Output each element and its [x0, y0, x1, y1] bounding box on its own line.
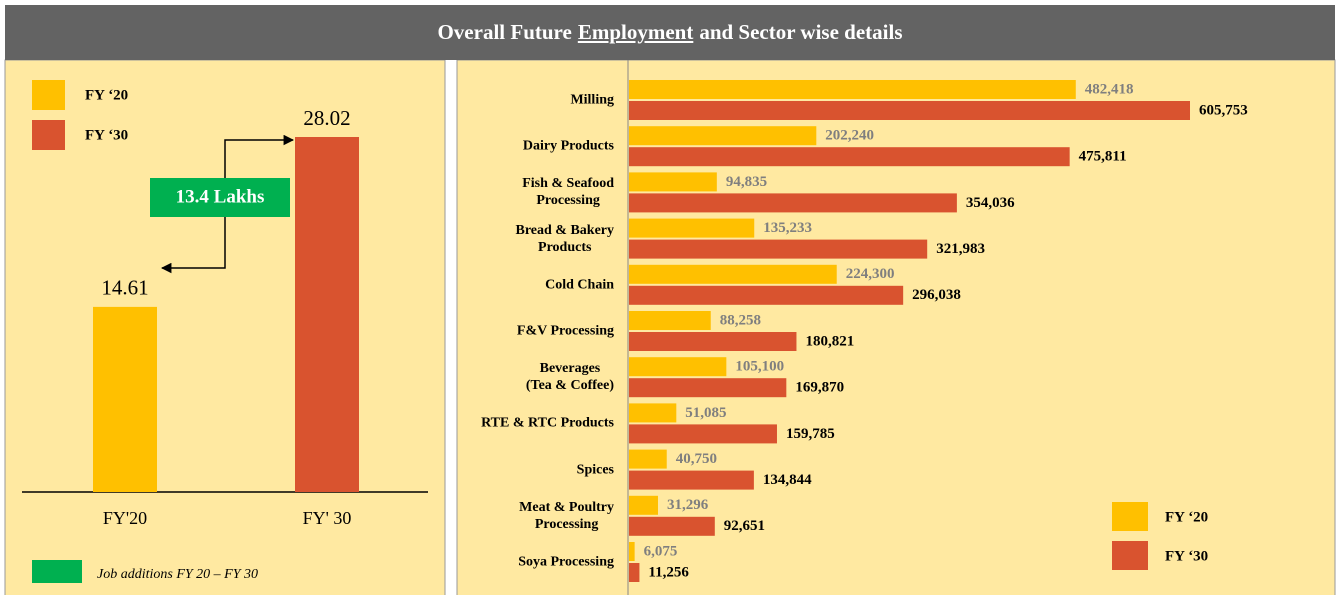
bar	[629, 126, 817, 146]
title-part: and Sector wise details	[699, 20, 903, 44]
value-label: 51,085	[685, 405, 726, 421]
value-label: 134,844	[763, 472, 812, 488]
y-tick-label: Spices	[576, 462, 614, 478]
annotation-swatch	[32, 560, 82, 583]
value-label: 14.61	[101, 276, 148, 300]
value-label: 92,651	[724, 518, 765, 534]
bar	[629, 449, 667, 469]
y-tick-label: Cold Chain	[545, 277, 614, 293]
value-label: 28.02	[303, 106, 350, 130]
legend-label: FY ‘30	[1165, 548, 1208, 564]
value-label: 296,038	[912, 287, 961, 303]
y-tick-label: Beverages (Tea & Coffee)	[525, 361, 614, 394]
annotation-legend: Job additions FY 20 – FY 30	[97, 567, 258, 582]
title-part: Employment	[577, 20, 694, 44]
bar	[629, 172, 717, 192]
bar	[629, 495, 658, 515]
value-label: 224,300	[846, 266, 895, 282]
value-label: 6,075	[644, 543, 678, 559]
bar	[629, 378, 787, 398]
y-tick-label: RTE & RTC Products	[481, 415, 614, 431]
value-label: 105,100	[735, 359, 784, 375]
annotation-box	[150, 178, 290, 217]
x-tick-label: FY' 30	[303, 508, 352, 528]
title: Overall Future Employment and Sector wise …	[5, 5, 1335, 60]
value-label: 475,811	[1079, 149, 1127, 165]
value-label: 40,750	[676, 451, 717, 467]
value-label: 482,418	[1085, 81, 1134, 97]
value-label: 354,036	[966, 195, 1015, 211]
bar	[629, 311, 711, 330]
y-tick-label: Fish & Seafood Processing	[522, 176, 614, 209]
bar	[629, 80, 1076, 99]
value-label: 11,256	[648, 564, 689, 580]
x-tick-label: FY'20	[103, 508, 147, 528]
bar	[629, 403, 677, 423]
y-tick-label: Bread & Bakery Products	[515, 222, 614, 255]
y-tick-label: Soya Processing	[518, 554, 614, 570]
value-label: 31,296	[667, 497, 709, 513]
y-tick-label: Meat & Poultry Processing	[519, 499, 614, 532]
bar	[629, 147, 1070, 167]
y-tick-label: F&V Processing	[516, 323, 614, 339]
bar	[629, 332, 797, 351]
arrow	[160, 204, 226, 274]
value-label: 605,753	[1199, 102, 1248, 118]
value-label: 169,870	[795, 380, 844, 396]
bar	[629, 218, 755, 238]
legend-label: FY ‘20	[1165, 509, 1208, 525]
bar	[629, 470, 754, 490]
annotation: 13.4 Lakhs	[176, 186, 265, 207]
bar	[629, 193, 957, 213]
value-label: 321,983	[936, 241, 985, 257]
legend-label: FY ‘20	[85, 87, 128, 103]
value-label: 135,233	[763, 220, 812, 236]
bar	[629, 542, 635, 561]
title-part: Overall Future	[437, 20, 572, 44]
legend-swatch	[1112, 541, 1148, 570]
bar	[629, 285, 904, 305]
bar	[629, 563, 640, 582]
bar	[629, 264, 837, 284]
bar	[629, 357, 727, 377]
value-label: 202,240	[825, 128, 874, 144]
value-label: 180,821	[805, 333, 854, 349]
bar	[629, 424, 777, 444]
bar	[629, 101, 1190, 120]
bar	[629, 239, 928, 259]
value-label: 94,835	[726, 174, 767, 190]
legend-swatch	[1112, 502, 1148, 531]
bar	[629, 516, 715, 536]
legend-swatch	[32, 120, 65, 150]
value-label: 159,785	[786, 426, 835, 442]
bar	[93, 306, 157, 492]
legend-swatch	[32, 80, 65, 110]
y-tick-label: Dairy Products	[522, 138, 614, 154]
y-tick-label: Milling	[570, 92, 614, 108]
legend-label: FY ‘30	[85, 127, 128, 143]
bar	[295, 137, 359, 492]
value-label: 88,258	[720, 312, 761, 328]
